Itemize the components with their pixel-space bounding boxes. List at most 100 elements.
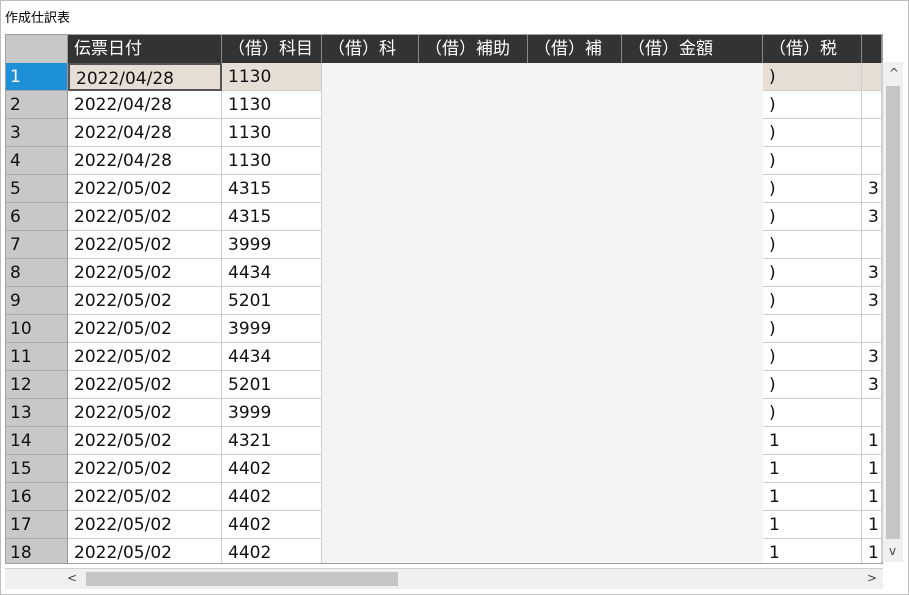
account-code-cell[interactable]: 4402 — [222, 455, 322, 483]
tax-cell[interactable]: 1 — [763, 511, 862, 539]
date-cell[interactable]: 2022/05/02 — [68, 343, 222, 371]
date-cell[interactable]: 2022/05/02 — [68, 511, 222, 539]
row-number[interactable]: 7 — [6, 231, 68, 259]
tax-cell[interactable]: ) — [763, 175, 862, 203]
row-number[interactable]: 11 — [6, 343, 68, 371]
account-code-cell[interactable]: 4321 — [222, 427, 322, 455]
tax-cell[interactable]: 1 — [763, 427, 862, 455]
extra-cell[interactable]: 3 — [862, 175, 882, 203]
date-cell[interactable]: 2022/05/02 — [68, 259, 222, 287]
extra-cell[interactable]: 3 — [862, 343, 882, 371]
horizontal-scrollbar[interactable]: < > — [5, 568, 883, 589]
row-number[interactable]: 1 — [6, 63, 68, 91]
extra-cell[interactable]: 1 — [862, 455, 882, 483]
tax-cell[interactable]: ) — [763, 147, 862, 175]
date-cell[interactable]: 2022/05/02 — [68, 231, 222, 259]
extra-cell[interactable]: 1 — [862, 483, 882, 511]
row-number[interactable]: 4 — [6, 147, 68, 175]
account-code-cell[interactable]: 4402 — [222, 539, 322, 563]
scroll-right-icon[interactable]: > — [867, 571, 878, 585]
header-extra[interactable] — [862, 35, 882, 63]
account-code-cell[interactable]: 4315 — [222, 203, 322, 231]
extra-cell[interactable] — [862, 399, 882, 427]
date-cell[interactable]: 2022/04/28 — [68, 91, 222, 119]
row-number[interactable]: 18 — [6, 539, 68, 563]
extra-cell[interactable]: 3 — [862, 203, 882, 231]
tax-cell[interactable]: 1 — [763, 455, 862, 483]
account-code-cell[interactable]: 1130 — [222, 91, 322, 119]
row-number[interactable]: 17 — [6, 511, 68, 539]
account-code-cell[interactable]: 3999 — [222, 399, 322, 427]
scroll-left-icon[interactable]: < — [67, 571, 78, 585]
date-cell[interactable]: 2022/05/02 — [68, 175, 222, 203]
date-cell[interactable]: 2022/05/02 — [68, 427, 222, 455]
vertical-scroll-thumb[interactable] — [886, 86, 900, 539]
date-cell[interactable]: 2022/05/02 — [68, 315, 222, 343]
header-sub-account-name[interactable]: （借）補 — [528, 35, 622, 63]
tax-cell[interactable]: ) — [763, 119, 862, 147]
header-corner[interactable] — [6, 35, 68, 63]
account-code-cell[interactable]: 1130 — [222, 63, 322, 91]
row-number[interactable]: 6 — [6, 203, 68, 231]
extra-cell[interactable]: 3 — [862, 287, 882, 315]
extra-cell[interactable]: 1 — [862, 511, 882, 539]
header-sub-account[interactable]: （借）補助 — [419, 35, 528, 63]
row-number[interactable]: 2 — [6, 91, 68, 119]
extra-cell[interactable]: 1 — [862, 539, 882, 563]
account-code-cell[interactable]: 5201 — [222, 287, 322, 315]
date-cell[interactable]: 2022/05/02 — [68, 483, 222, 511]
extra-cell[interactable]: 3 — [862, 371, 882, 399]
account-code-cell[interactable]: 4315 — [222, 175, 322, 203]
extra-cell[interactable] — [862, 231, 882, 259]
row-number[interactable]: 15 — [6, 455, 68, 483]
header-account-name[interactable]: （借）科 — [322, 35, 419, 63]
account-code-cell[interactable]: 1130 — [222, 147, 322, 175]
tax-cell[interactable]: ) — [763, 231, 862, 259]
extra-cell[interactable]: 1 — [862, 427, 882, 455]
date-cell[interactable]: 2022/05/02 — [68, 371, 222, 399]
header-amount[interactable]: （借）金額 — [622, 35, 763, 63]
tax-cell[interactable]: ) — [763, 371, 862, 399]
tax-cell[interactable]: ) — [763, 203, 862, 231]
date-cell[interactable]: 2022/05/02 — [68, 399, 222, 427]
tax-cell[interactable]: 1 — [763, 539, 862, 563]
account-code-cell[interactable]: 4434 — [222, 343, 322, 371]
account-code-cell[interactable]: 3999 — [222, 231, 322, 259]
header-account[interactable]: （借）科目 — [222, 35, 322, 63]
tax-cell[interactable]: ) — [763, 343, 862, 371]
date-cell[interactable]: 2022/05/02 — [68, 287, 222, 315]
row-number[interactable]: 12 — [6, 371, 68, 399]
row-number[interactable]: 13 — [6, 399, 68, 427]
tax-cell[interactable]: ) — [763, 399, 862, 427]
extra-cell[interactable] — [862, 315, 882, 343]
account-code-cell[interactable]: 4434 — [222, 259, 322, 287]
account-code-cell[interactable]: 3999 — [222, 315, 322, 343]
date-cell[interactable]: 2022/05/02 — [68, 203, 222, 231]
tax-cell[interactable]: ) — [763, 315, 862, 343]
row-number[interactable]: 3 — [6, 119, 68, 147]
date-cell[interactable]: 2022/04/28 — [68, 119, 222, 147]
row-number[interactable]: 10 — [6, 315, 68, 343]
row-number[interactable]: 9 — [6, 287, 68, 315]
date-cell[interactable]: 2022/04/28 — [68, 147, 222, 175]
account-code-cell[interactable]: 1130 — [222, 119, 322, 147]
scroll-up-icon[interactable]: ^ — [889, 66, 900, 80]
date-cell[interactable]: 2022/05/02 — [68, 539, 222, 563]
vertical-scrollbar[interactable]: ^ v — [882, 62, 903, 562]
row-number[interactable]: 8 — [6, 259, 68, 287]
extra-cell[interactable] — [862, 147, 882, 175]
date-cell[interactable]: 2022/05/02 — [68, 455, 222, 483]
tax-cell[interactable]: ) — [763, 63, 862, 91]
header-date[interactable]: 伝票日付 — [68, 35, 222, 63]
scroll-down-icon[interactable]: v — [889, 544, 897, 558]
row-number[interactable]: 14 — [6, 427, 68, 455]
extra-cell[interactable] — [862, 91, 882, 119]
tax-cell[interactable]: 1 — [763, 483, 862, 511]
row-number[interactable]: 16 — [6, 483, 68, 511]
horizontal-scroll-thumb[interactable] — [86, 572, 398, 586]
account-code-cell[interactable]: 5201 — [222, 371, 322, 399]
extra-cell[interactable] — [862, 119, 882, 147]
date-cell[interactable]: 2022/04/28 — [68, 63, 222, 91]
extra-cell[interactable] — [862, 63, 882, 91]
tax-cell[interactable]: ) — [763, 91, 862, 119]
